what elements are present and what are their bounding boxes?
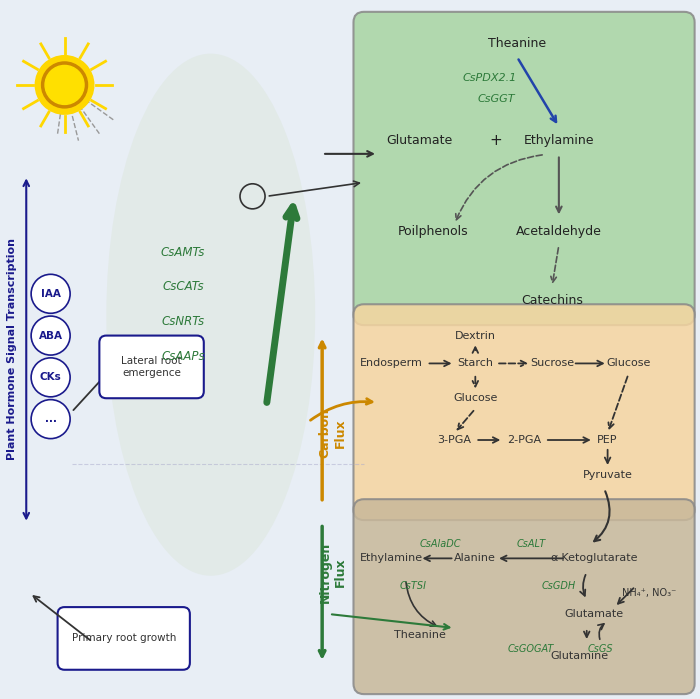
Text: CsGS: CsGS (588, 644, 613, 654)
Text: Catechins: Catechins (521, 294, 583, 308)
Text: Glutamine: Glutamine (551, 651, 609, 661)
Text: 2-PGA: 2-PGA (507, 435, 541, 445)
Circle shape (35, 56, 94, 114)
Text: Carbon
Flux: Carbon Flux (318, 408, 346, 458)
Text: Alanine: Alanine (454, 554, 496, 563)
Text: CsGOGAT: CsGOGAT (508, 644, 554, 654)
Text: Endosperm: Endosperm (360, 359, 424, 368)
Text: CsNRTs: CsNRTs (161, 315, 204, 328)
Text: Starch: Starch (457, 359, 494, 368)
Text: Pyruvate: Pyruvate (582, 470, 633, 480)
Text: CsTSI: CsTSI (399, 581, 426, 591)
Text: Nitrogen
Flux: Nitrogen Flux (318, 542, 346, 603)
Text: Theanine: Theanine (488, 36, 546, 50)
Text: Dextrin: Dextrin (455, 331, 496, 340)
Text: Plant Hormone Signal Transcription: Plant Hormone Signal Transcription (7, 238, 18, 461)
Text: CsGGT: CsGGT (477, 94, 515, 104)
Text: CsAlaDC: CsAlaDC (420, 540, 461, 549)
Text: Glutamate: Glutamate (564, 609, 623, 619)
Text: +: + (490, 133, 503, 148)
Text: Glutamate: Glutamate (386, 134, 453, 147)
Text: PEP: PEP (597, 435, 618, 445)
Text: Theanine: Theanine (393, 630, 446, 640)
Text: CsPDX2.1: CsPDX2.1 (462, 73, 517, 83)
Text: α-Ketoglutarate: α-Ketoglutarate (550, 554, 638, 563)
Text: CsGDH: CsGDH (542, 581, 576, 591)
Text: IAA: IAA (41, 289, 61, 298)
Text: Primary root growth: Primary root growth (71, 633, 176, 644)
Text: CKs: CKs (40, 373, 62, 382)
FancyBboxPatch shape (99, 336, 204, 398)
Text: Lateral root
emergence: Lateral root emergence (121, 356, 182, 377)
Text: Glucose: Glucose (453, 394, 498, 403)
Circle shape (31, 358, 70, 397)
Text: Ethylamine: Ethylamine (524, 134, 594, 147)
Text: Poilphenols: Poilphenols (398, 224, 469, 238)
Text: CsAAPs: CsAAPs (161, 350, 204, 363)
FancyBboxPatch shape (354, 12, 694, 325)
FancyBboxPatch shape (354, 304, 694, 520)
Circle shape (45, 66, 84, 104)
FancyBboxPatch shape (57, 607, 190, 670)
Text: Sucrose: Sucrose (530, 359, 574, 368)
Text: ...: ... (45, 414, 57, 424)
Circle shape (31, 316, 70, 355)
Text: NH₄⁺, NO₃⁻: NH₄⁺, NO₃⁻ (622, 588, 676, 598)
Circle shape (31, 274, 70, 313)
Text: CsAMTs: CsAMTs (161, 245, 205, 259)
Text: CsALT: CsALT (517, 540, 545, 549)
Circle shape (31, 400, 70, 438)
Circle shape (41, 62, 88, 108)
FancyBboxPatch shape (354, 499, 694, 694)
Ellipse shape (106, 54, 315, 576)
Text: Glucose: Glucose (606, 359, 651, 368)
Text: 3-PGA: 3-PGA (438, 435, 471, 445)
Text: Acetaldehyde: Acetaldehyde (516, 224, 602, 238)
Text: CsCATs: CsCATs (162, 280, 204, 294)
Text: Ethylamine: Ethylamine (360, 554, 424, 563)
Text: ABA: ABA (38, 331, 62, 340)
